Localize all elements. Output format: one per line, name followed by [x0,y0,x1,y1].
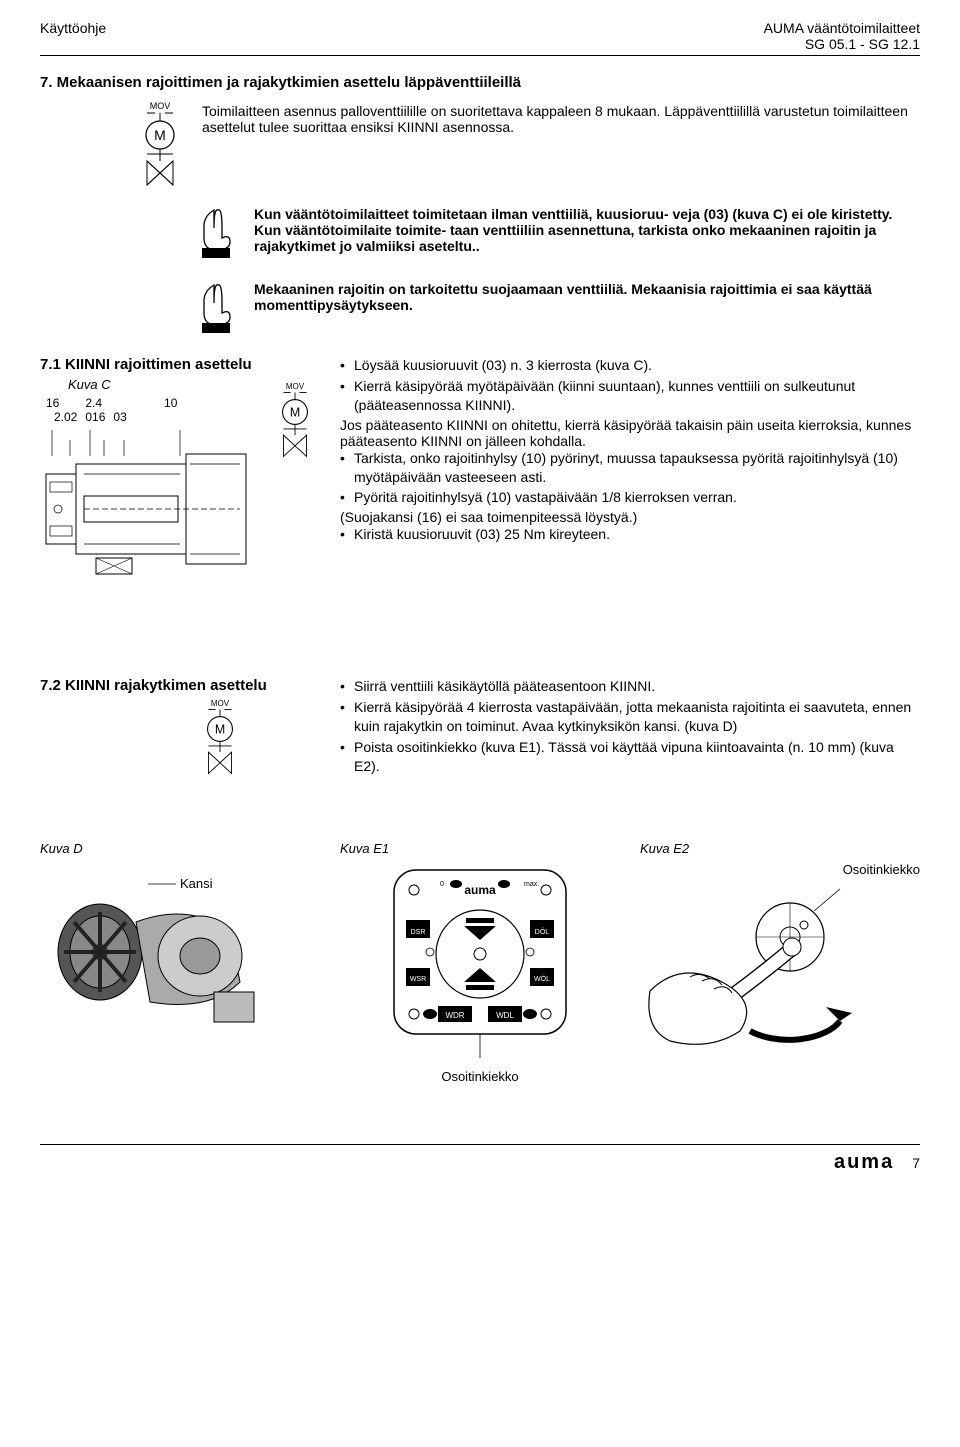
fig-c-callouts-top: 16 2.4 10 [40,396,270,410]
section-7-2-left: 7.2 KIINNI rajakytkimen asettelu MOV M [40,677,320,781]
callout-2-4: 2.4 [85,396,102,410]
callout-016: 016 [85,410,105,424]
fig-e1-ann: Osoitinkiekko [340,1069,620,1084]
header-right-line2: SG 05.1 - SG 12.1 [764,36,920,52]
svg-text:max.: max. [524,881,539,888]
section-7-2-heading: 7.2 KIINNI rajakytkimen asettelu [40,677,320,694]
mov-symbol-icon: MOV M [130,99,190,192]
bullet-continuation: (Suojakansi (16) ei saa toimenpiteessä l… [340,509,920,525]
svg-text:WÖL: WÖL [534,975,550,983]
section-7-1: 7.1 KIINNI rajoittimen asettelu Kuva C 1… [40,356,920,597]
page-header: Käyttöohje AUMA vääntötoimilaitteet SG 0… [40,20,920,56]
svg-text:MOV: MOV [286,382,305,391]
section-7-1-heading: 7.1 KIINNI rajoittimen asettelu [40,356,320,373]
bullet-item: Poista osoitinkiekko (kuva E1). Tässä vo… [340,738,920,776]
svg-text:WDL: WDL [496,1011,514,1020]
bullet-item: Kierrä käsipyörää myötäpäivään (kiinni s… [340,377,920,415]
section7-intro-text: Toimilaitteen asennus palloventtiilille … [190,99,920,135]
header-right: AUMA vääntötoimilaitteet SG 05.1 - SG 12… [764,20,920,52]
callout-16: 16 [46,396,59,410]
fig-c-callouts-bottom: 2.02 016 03 [40,410,270,424]
fig-d-label: Kuva D [40,841,320,856]
fig-d: Kuva D Kansi [40,841,320,1084]
fig-d-ann: Kansi [180,876,213,891]
section7-intro-row: MOV M Toimilaitteen asennus palloventtii… [130,99,920,192]
brand-logo: auma [834,1151,894,1174]
fig-e2: Kuva E2 Osoitinkiekko [640,841,920,1084]
page-footer: auma 7 [40,1144,920,1174]
fig-d-drawing [40,862,280,1042]
svg-text:MOV: MOV [150,101,171,111]
fig-c-label: Kuva C [68,377,270,392]
svg-text:MOV: MOV [211,699,230,708]
note1-row: Kun vääntötoimilaitteet toimitetaan ilma… [194,206,920,265]
bullet-item: Löysää kuusioruuvit (03) n. 3 kierrosta … [340,356,920,375]
callout-10: 10 [164,396,177,410]
bullet-item: Tarkista, onko rajoitinhylsy (10) pyörin… [340,449,920,487]
svg-text:DSR: DSR [411,929,426,936]
header-right-line1: AUMA vääntötoimilaitteet [764,20,920,36]
note2-text: Mekaaninen rajoitin on tarkoitettu suoja… [240,281,920,313]
fig-e1-drawing: auma 0 max. DSR DÖL WSR WÖ [370,862,590,1062]
note2-row: Mekaaninen rajoitin on tarkoitettu suoja… [194,281,920,340]
section-7-1-left: 7.1 KIINNI rajoittimen asettelu Kuva C 1… [40,356,320,597]
mov-symbol-icon: MOV M [270,379,320,464]
fig-e2-ann: Osoitinkiekko [640,862,920,877]
bullet-item: Kierrä käsipyörää 4 kierrosta vastapäivä… [340,698,920,736]
fig-c-drawing [40,424,250,594]
callout-2-02: 2.02 [54,410,77,424]
svg-text:WSR: WSR [410,976,426,983]
svg-text:M: M [154,127,166,143]
fig-e2-drawing [640,881,880,1061]
section-7-2-bullets: Siirrä venttiili käsikäytöllä pääteasent… [320,677,920,781]
svg-text:M: M [215,722,225,736]
bullet-item: Pyöritä rajoitinhylsyä (10) vastapäivään… [340,488,920,507]
svg-text:DÖL: DÖL [535,928,550,936]
bullet-continuation: Jos pääteasento KIINNI on ohitettu, kier… [340,417,920,449]
svg-text:auma: auma [464,883,496,897]
bullet-item: Siirrä venttiili käsikäytöllä pääteasent… [340,677,920,696]
svg-text:0: 0 [440,881,444,888]
fig-e2-label: Kuva E2 [640,841,920,856]
fig-e1: Kuva E1 auma 0 max. [340,841,620,1084]
pointing-hand-icon [194,281,240,340]
bottom-figures-row: Kuva D Kansi Kuva E1 [40,841,920,1084]
page-number: 7 [912,1155,920,1171]
bullet-item: Kiristä kuusioruuvit (03) 25 Nm kireytee… [340,525,920,544]
svg-text:WDR: WDR [445,1011,464,1020]
pointing-hand-icon [194,206,240,265]
section-7-1-bullets: Löysää kuusioruuvit (03) n. 3 kierrosta … [320,356,920,597]
svg-text:M: M [290,405,300,419]
header-left: Käyttöohje [40,20,106,52]
fig-e1-label: Kuva E1 [340,841,620,856]
section-7-2: 7.2 KIINNI rajakytkimen asettelu MOV M S… [40,677,920,781]
note1-text: Kun vääntötoimilaitteet toimitetaan ilma… [240,206,920,254]
callout-03: 03 [113,410,126,424]
mov-symbol-icon: MOV M [190,696,250,781]
section7-heading: 7. Mekaanisen rajoittimen ja rajakytkimi… [40,74,920,91]
